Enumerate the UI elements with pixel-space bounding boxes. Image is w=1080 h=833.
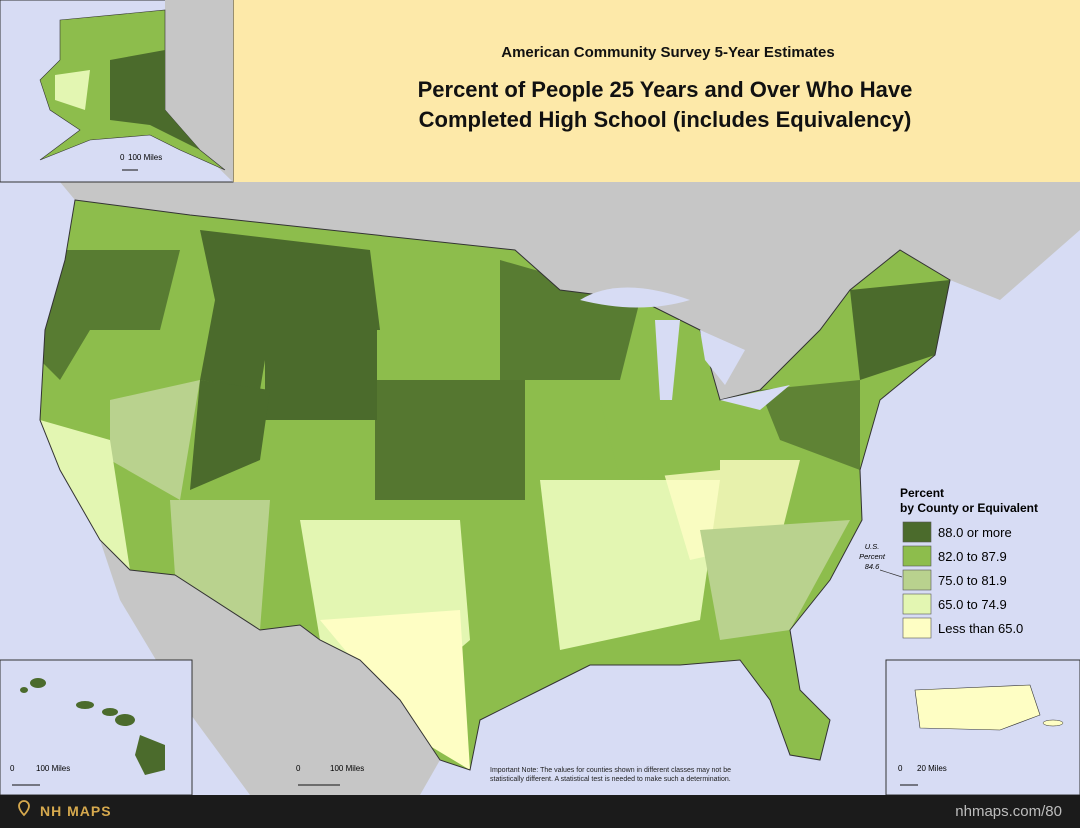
scale-label: 0 bbox=[10, 764, 15, 773]
note: statistically different. A statistical t… bbox=[490, 776, 731, 783]
lake-superior bbox=[580, 287, 690, 308]
legend-label: 82.0 to 87.9 bbox=[938, 549, 1007, 564]
us-percent: U.S. Percent 84.6 bbox=[859, 542, 903, 578]
legend: Percent by County or Equivalent 88.0 or … bbox=[900, 486, 1038, 639]
scale-label: 0 bbox=[296, 764, 301, 773]
scale-label: 0 bbox=[120, 153, 125, 162]
mexico bbox=[100, 540, 440, 795]
link: nhmaps.com/80 bbox=[955, 803, 1062, 820]
legend-title: Percent bbox=[900, 486, 944, 500]
legend-label: Less than 65.0 bbox=[938, 621, 1023, 636]
legend-label: 65.0 to 74.9 bbox=[938, 597, 1007, 612]
alaska-inset: 0 100 Miles bbox=[0, 0, 234, 183]
us-percent-label: Percent bbox=[859, 552, 886, 561]
lake-michigan bbox=[655, 320, 680, 400]
pointer bbox=[879, 569, 903, 578]
legend-swatch bbox=[902, 545, 932, 567]
us-percent-value: 84.6 bbox=[865, 562, 880, 571]
brand: NH MAPS bbox=[40, 803, 112, 819]
legend-label: 75.0 to 81.9 bbox=[938, 573, 1007, 588]
us-percent-label: U.S. bbox=[865, 542, 880, 551]
counties bbox=[40, 200, 950, 770]
pin-icon bbox=[18, 800, 30, 817]
title: Completed High School (includes Equivale… bbox=[419, 107, 912, 132]
title-panel bbox=[233, 0, 1080, 182]
lake-erie bbox=[720, 385, 790, 410]
footer bbox=[0, 795, 1080, 828]
legend-label: 88.0 or more bbox=[938, 525, 1012, 540]
scale-label: 100 Miles bbox=[36, 764, 70, 773]
scale-label: 100 Miles bbox=[330, 764, 364, 773]
subtitle: American Community Survey 5-Year Estimat… bbox=[501, 44, 834, 61]
note: Important Note: The values for counties … bbox=[490, 767, 731, 774]
legend-swatch bbox=[902, 617, 932, 639]
legend-swatch bbox=[902, 593, 932, 615]
title: Percent of People 25 Years and Over Who … bbox=[418, 77, 913, 102]
legend-swatch bbox=[902, 521, 932, 543]
hawaii-inset: 0 100 Miles bbox=[0, 659, 193, 796]
scale-label: 20 Miles bbox=[917, 764, 947, 773]
legend-title: by County or Equivalent bbox=[900, 501, 1038, 515]
scale-label: 100 Miles bbox=[128, 153, 162, 162]
lake-huron bbox=[700, 330, 745, 385]
mainland-scale: 0 100 Miles bbox=[296, 764, 364, 786]
legend-swatch bbox=[902, 569, 932, 591]
puerto-rico-inset: 0 20 Miles bbox=[885, 659, 1080, 796]
scale-label: 0 bbox=[898, 764, 903, 773]
